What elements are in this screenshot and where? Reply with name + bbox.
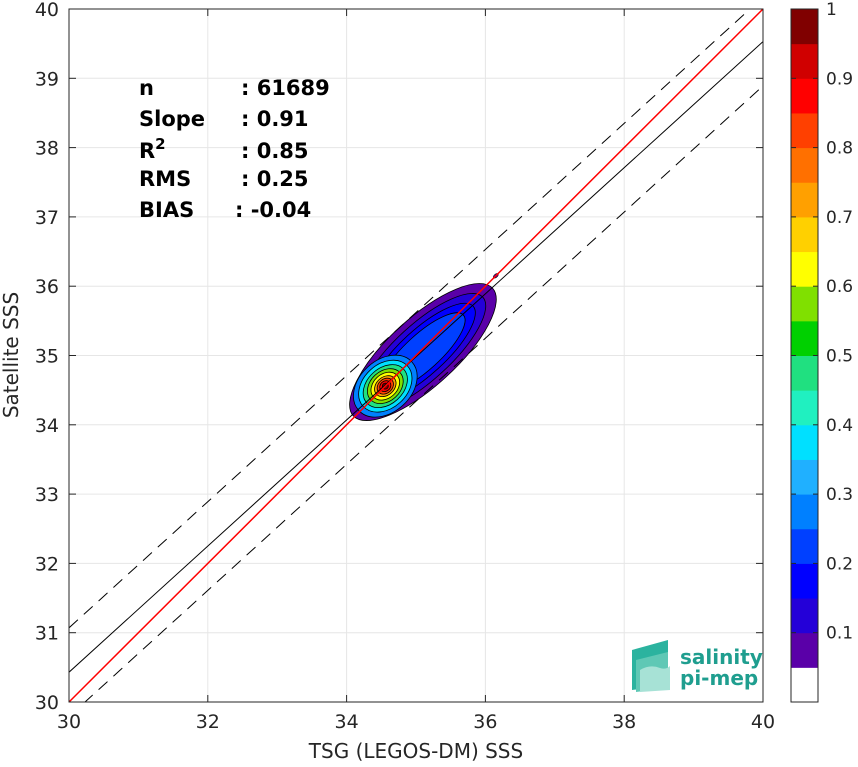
colorbar-level: [791, 112, 818, 149]
colorbar-level: [791, 424, 818, 460]
colorbar-tick-label: 1: [826, 0, 837, 20]
x-tick-label: 40: [751, 711, 775, 733]
colorbar-level: [791, 286, 818, 322]
y-tick-label: 36: [35, 276, 59, 298]
stat-label: BIAS: [139, 198, 194, 222]
stat-label: n: [139, 76, 154, 100]
y-tick-label: 32: [35, 553, 59, 575]
y-tick-label: 38: [35, 138, 59, 160]
salinity-pi-mep-logo: salinity pi-mep: [632, 640, 763, 692]
x-axis-ticks: 30 32 34 36 38 40: [57, 9, 775, 733]
x-tick-label: 32: [196, 711, 220, 733]
stat-value: : 0.91: [241, 107, 309, 131]
x-tick-label: 38: [612, 711, 636, 733]
x-axis-label: TSG (LEGOS-DM) SSS: [308, 739, 523, 763]
logo-line-2: pi-mep: [680, 666, 758, 690]
identity-line: [69, 9, 763, 702]
colorbar-level: [791, 494, 818, 530]
x-tick-label: 30: [57, 711, 81, 733]
colorbar-level: [791, 390, 818, 426]
colorbar-level: [791, 459, 818, 495]
y-axis-ticks: 30 31 32 33 34 35 36 37 38 39 40: [35, 0, 763, 714]
colorbar-level: [791, 147, 818, 183]
colorbar-level: [791, 320, 818, 356]
colorbar-tick-label: 0.8: [826, 139, 853, 159]
y-axis-label: Satellite SSS: [0, 292, 23, 418]
colorbar-level: [791, 9, 818, 45]
colorbar-tick-label: 0.3: [826, 485, 853, 505]
colorbar-level: [791, 78, 818, 114]
y-tick-label: 31: [35, 623, 59, 645]
y-tick-label: 30: [35, 692, 59, 714]
colorbar-level: [791, 182, 818, 218]
colorbar-level: [791, 667, 818, 703]
logo-line-1: salinity: [680, 645, 763, 669]
y-tick-label: 37: [35, 207, 59, 229]
stat-label: Slope: [139, 107, 205, 131]
colorbar-level: [791, 563, 818, 599]
x-tick-label: 34: [335, 711, 359, 733]
stat-value: : 0.85: [241, 139, 309, 163]
fit-line: [69, 41, 763, 673]
stat-value: : -0.04: [235, 198, 311, 222]
colorbar-level: [791, 598, 818, 634]
colorbar-tick-label: 0.4: [826, 416, 853, 436]
x-tick-label: 36: [473, 711, 497, 733]
y-tick-label: 35: [35, 346, 59, 368]
logo-wave-icon: [632, 640, 670, 692]
colorbar-level: [791, 251, 818, 287]
stat-value: : 61689: [241, 76, 330, 100]
colorbar: 0.1 0.2 0.3 0.4 0.5 0.6 0.7 0.8 0.9 1: [790, 0, 853, 703]
colorbar-tick-label: 0.6: [826, 277, 853, 297]
colorbar-tick-label: 0.2: [826, 554, 853, 574]
y-tick-label: 33: [35, 484, 59, 506]
colorbar-level: [791, 632, 818, 668]
lower-bound-line: [84, 85, 763, 702]
reference-lines: [69, 9, 763, 702]
upper-bound-line: [69, 9, 751, 629]
y-tick-label: 34: [35, 415, 59, 437]
colorbar-tick-label: 0.7: [826, 208, 853, 228]
grid-lines: [68, 8, 764, 703]
colorbar-tick-label: 0.9: [826, 69, 853, 89]
stat-label: RMS: [139, 167, 191, 191]
colorbar-level: [791, 216, 818, 253]
colorbar-tick-label: 0.1: [826, 624, 853, 644]
colorbar-level: [791, 355, 818, 391]
stat-value: : 0.25: [241, 167, 309, 191]
colorbar-level: [791, 43, 818, 79]
y-tick-label: 39: [35, 68, 59, 90]
y-tick-label: 40: [35, 0, 59, 21]
colorbar-level: [791, 528, 818, 564]
colorbar-tick-label: 0.5: [826, 347, 853, 367]
